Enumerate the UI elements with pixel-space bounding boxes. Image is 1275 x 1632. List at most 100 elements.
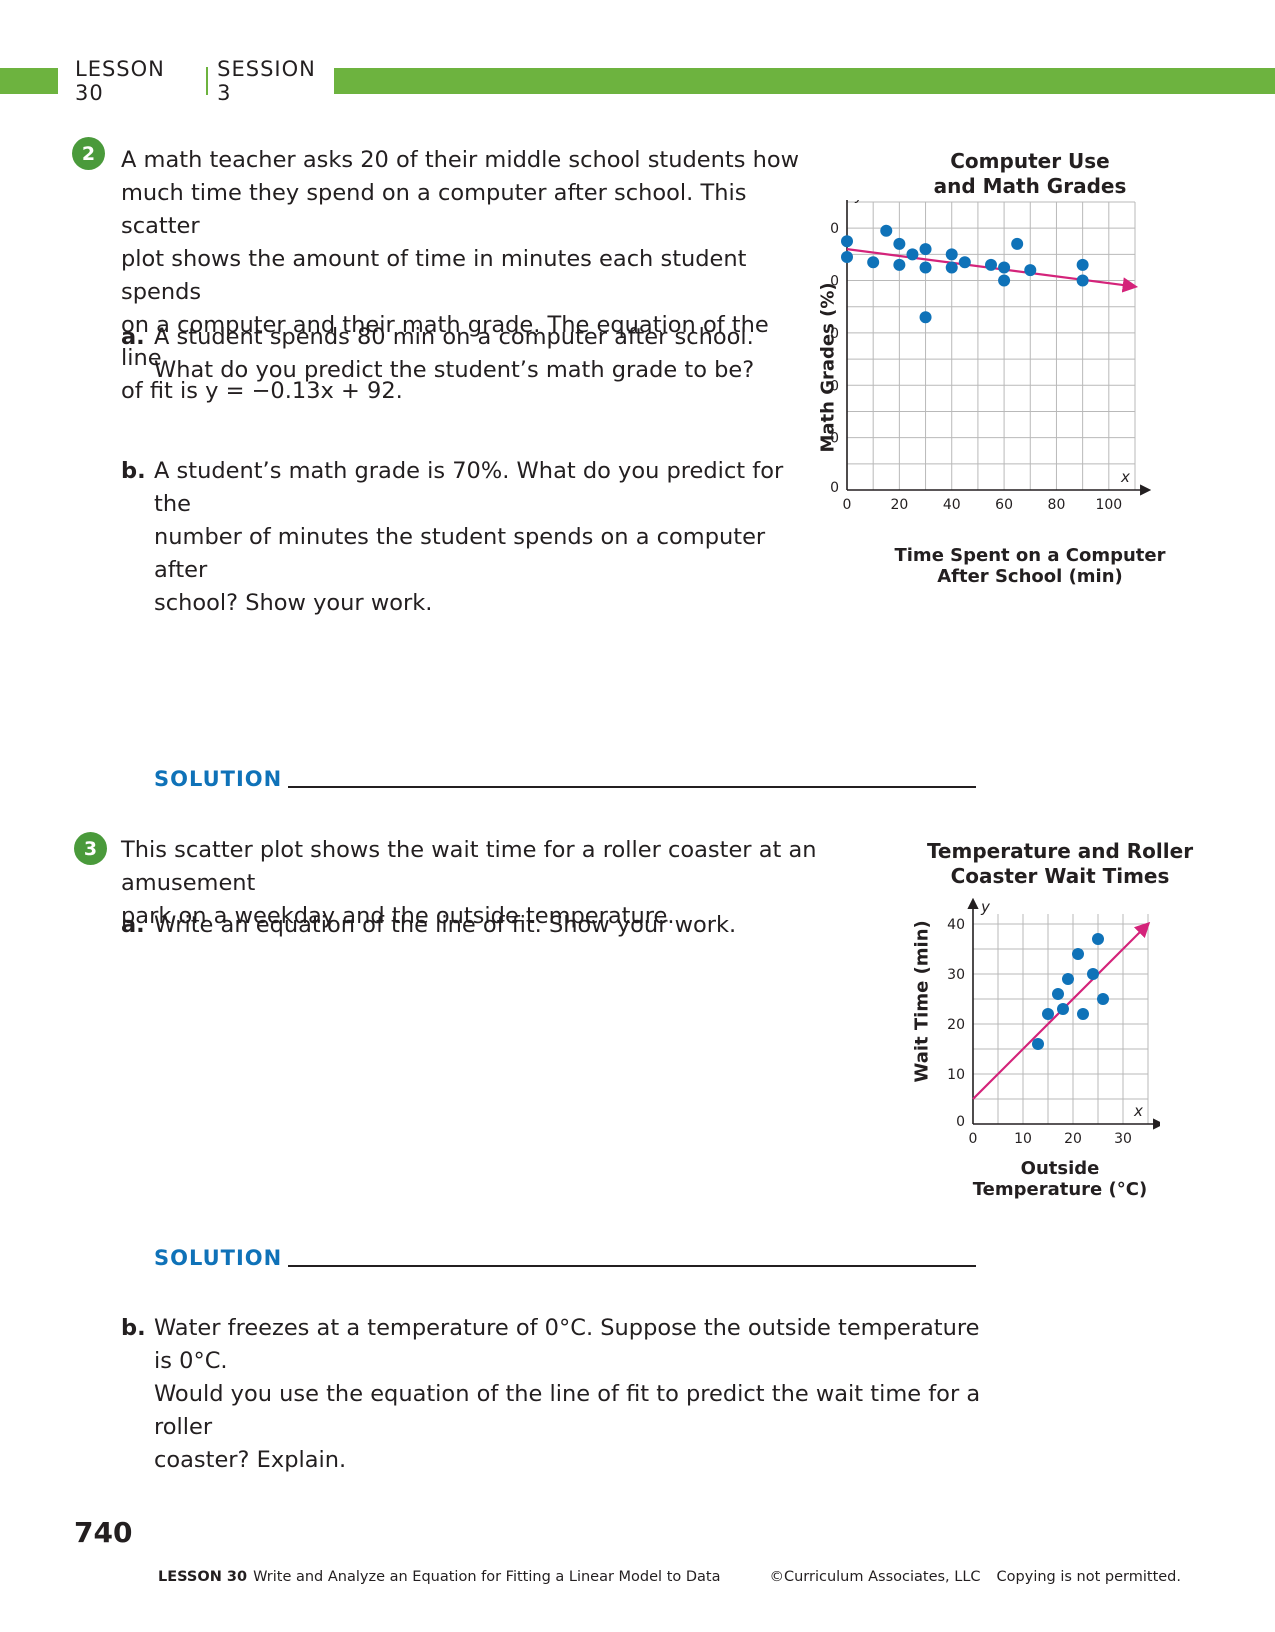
part-b-label: b. (121, 458, 146, 484)
problem-2-part-b: b. A student’s math grade is 70%. What d… (121, 455, 804, 620)
data-point (919, 311, 932, 324)
part-b-line: coaster? Explain. (154, 1447, 347, 1473)
y-axis-variable: y (854, 200, 865, 204)
chart-1-title-line: Computer Use (950, 149, 1110, 173)
footer-copyright: ©Curriculum Associates, LLC Copying is no… (769, 1569, 1181, 1585)
data-point (1024, 264, 1037, 277)
x-tick-label: 20 (890, 497, 908, 513)
data-point (1076, 274, 1089, 287)
header-session: SESSION 3 (217, 57, 316, 105)
problem-2-solution-label: SOLUTION (154, 767, 283, 791)
problem-3-number: 3 (74, 832, 107, 865)
x-axis-variable: x (1133, 1102, 1143, 1120)
data-point (1097, 993, 1109, 1005)
data-point (1077, 1008, 1089, 1020)
data-point (998, 274, 1011, 287)
part-a-line: A student spends 80 min on a computer af… (154, 324, 754, 350)
y-tick-label: 80 (830, 274, 839, 290)
problem-3-part-b: b. Water freezes at a temperature of 0°C… (121, 1312, 1004, 1477)
data-point (945, 261, 958, 274)
data-point (1076, 258, 1089, 271)
x-tick-label: 20 (1064, 1131, 1082, 1147)
chart-2-xlabel: Outside Temperature (°C) (960, 1158, 1160, 1200)
chart-1-xlabel-line: Time Spent on a Computer (894, 545, 1166, 566)
problem-2-stem-line: A math teacher asks 20 of their middle s… (121, 147, 800, 173)
problem-3-solution-label: SOLUTION (154, 1246, 283, 1270)
problem-2-stem-line: of fit is y = −0.13x + 92. (121, 378, 403, 404)
chart-2-title-line: Coaster Wait Times (950, 864, 1170, 888)
data-point (1011, 237, 1024, 250)
data-point (1072, 948, 1084, 960)
chart-1-title-line: and Math Grades (933, 174, 1127, 198)
data-point (867, 256, 880, 269)
chart-2-scatter: x y 0 10 20 30 0 10 20 30 40 (947, 897, 1160, 1147)
data-point (1092, 933, 1104, 945)
y-tick-label: 0 (830, 480, 839, 496)
data-point (919, 243, 932, 256)
data-point (985, 258, 997, 271)
y-tick-label: 20 (830, 431, 839, 447)
data-point (893, 258, 906, 271)
data-point (1057, 1003, 1069, 1015)
footer-notice: Copying is not permitted. (996, 1569, 1181, 1585)
chart-2-title-line: Temperature and Roller (926, 839, 1194, 863)
part-b-line: number of minutes the student spends on … (154, 524, 766, 583)
y-tick-label: 100 (830, 221, 839, 237)
problem-2-stem-line: on a computer and their math grade. The … (121, 312, 769, 371)
data-point (958, 256, 971, 269)
data-point (919, 261, 932, 274)
data-point (1062, 973, 1074, 985)
footer-lesson-title: Write and Analyze an Equation for Fittin… (253, 1569, 721, 1585)
data-point (893, 237, 906, 250)
header-lesson: LESSON 30 (75, 57, 165, 105)
data-point (841, 250, 853, 263)
data-point (998, 261, 1011, 274)
x-tick-label: 100 (1095, 497, 1122, 513)
chart-2-xlabel-line: Outside (1020, 1158, 1100, 1179)
problem-2-stem-line: much time they spend on a computer after… (121, 180, 747, 239)
x-tick-label: 30 (1114, 1131, 1132, 1147)
data-point (1087, 968, 1099, 980)
data-point (1032, 1038, 1044, 1050)
data-point (906, 248, 919, 261)
problem-2-stem: A math teacher asks 20 of their middle s… (121, 144, 801, 408)
part-a-label: a. (121, 324, 145, 350)
problem-2-part-a: a. A student spends 80 min on a computer… (121, 321, 794, 387)
problem-2-solution-line[interactable] (288, 786, 976, 788)
part-b-line: Would you use the equation of the line o… (154, 1381, 981, 1440)
y-tick-label: 10 (947, 1067, 965, 1083)
problem-3-stem-line: park on a weekday and the outside temper… (121, 903, 675, 929)
problem-3-part-a: a. Write an equation of the line of fit.… (121, 909, 794, 942)
data-point (841, 235, 853, 248)
page-number: 740 (74, 1516, 133, 1549)
x-axis-variable: x (1120, 468, 1130, 486)
header-divider (206, 67, 209, 95)
header-lesson-session: LESSON 30 SESSION 3 (58, 57, 334, 105)
chart-1-title: Computer Use and Math Grades (880, 149, 1180, 199)
part-b-line: school? Show your work. (154, 590, 433, 616)
data-point (880, 224, 893, 237)
x-tick-label: 10 (1014, 1131, 1032, 1147)
x-tick-label: 0 (969, 1131, 978, 1147)
chart-2-xlabel-line: Temperature (°C) (972, 1179, 1148, 1200)
problem-3-solution-line[interactable] (288, 1265, 976, 1267)
footer-copyright-text: ©Curriculum Associates, LLC (769, 1569, 981, 1585)
data-point (1052, 988, 1064, 1000)
y-tick-label: 20 (947, 1017, 965, 1033)
y-axis-variable: y (980, 898, 991, 916)
part-b-line: Water freezes at a temperature of 0°C. S… (154, 1315, 980, 1374)
chart-1-xlabel: Time Spent on a Computer After School (m… (880, 545, 1180, 587)
part-b-label: b. (121, 1315, 146, 1341)
problem-3-stem: This scatter plot shows the wait time fo… (121, 834, 901, 933)
y-tick-label: 40 (947, 917, 965, 933)
data-point (945, 248, 958, 261)
footer-lesson: LESSON 30 Write and Analyze an Equation f… (158, 1569, 720, 1585)
part-b-line: A student’s math grade is 70%. What do y… (154, 458, 784, 517)
chart-1-xlabel-line: After School (min) (937, 566, 1123, 587)
data-point (1042, 1008, 1054, 1020)
problem-2-number: 2 (72, 137, 105, 170)
chart-1-scatter: x y 0 20 40 60 80 100 0 20 40 60 80 100 (830, 200, 1152, 513)
problem-2-stem-line: plot shows the amount of time in minutes… (121, 246, 747, 305)
footer-lesson-label: LESSON 30 (158, 1569, 248, 1585)
x-tick-label: 40 (943, 497, 961, 513)
